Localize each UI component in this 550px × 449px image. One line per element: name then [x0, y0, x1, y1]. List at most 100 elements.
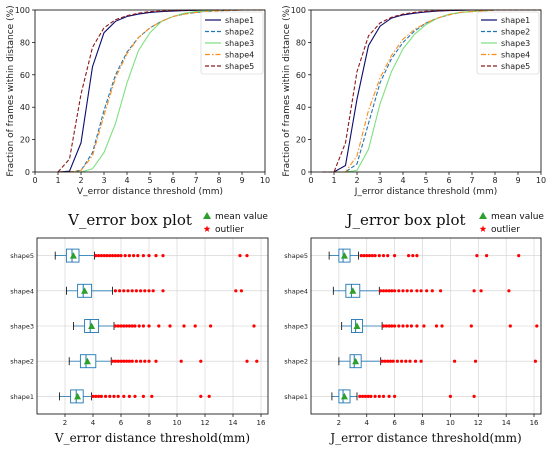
outlier-point — [397, 289, 401, 293]
y-tick-label: 80 — [20, 38, 30, 47]
mean-marker — [353, 322, 361, 329]
outlier-point — [143, 359, 147, 363]
outlier-point — [383, 359, 387, 363]
outlier-point — [448, 394, 452, 398]
outlier-point — [517, 254, 521, 258]
legend-label: shape1 — [501, 16, 530, 25]
outlier-point — [397, 324, 401, 328]
x-tick-label: 8 — [147, 419, 151, 427]
y-tick-label: 20 — [20, 136, 30, 145]
outlier-point — [434, 324, 439, 328]
outlier-point — [387, 324, 391, 328]
outlier-point — [384, 289, 388, 293]
outlier-point — [439, 289, 443, 293]
box-shape1 — [59, 389, 211, 404]
outlier-point — [475, 254, 479, 258]
outlier-point — [377, 394, 381, 398]
x-tick-label: 8 — [492, 176, 497, 185]
outlier-point — [381, 324, 386, 328]
outlier-point — [401, 289, 405, 293]
outlier-point — [122, 289, 126, 293]
outlier-point — [393, 254, 397, 258]
outlier-point — [381, 254, 386, 258]
outlier-point — [147, 254, 151, 258]
x-tick-label: 7 — [469, 176, 474, 185]
plot-frame — [36, 237, 269, 415]
outlier-point — [141, 254, 145, 258]
outlier-point — [154, 359, 158, 363]
outlier-point — [94, 254, 98, 258]
outlier-point — [419, 289, 423, 293]
x-tick-label: 0 — [32, 176, 37, 185]
outlier-point — [440, 324, 444, 328]
legend-label: mean value — [491, 212, 544, 222]
outlier-point — [404, 359, 408, 363]
outlier-point — [405, 289, 409, 293]
legend-box — [200, 11, 264, 75]
outlier-point — [116, 394, 120, 398]
outlier-point — [168, 324, 172, 328]
legend-label: shape1 — [225, 16, 254, 25]
x-tick-label: 3 — [377, 176, 382, 185]
outlier-point — [507, 289, 511, 293]
x-tick-label: 4 — [365, 419, 370, 427]
series-line-shape3 — [322, 9, 541, 173]
box-shape4 — [66, 283, 243, 298]
x-tick-label: 16 — [257, 419, 266, 427]
outlier-point — [393, 289, 397, 293]
outlier-point — [239, 289, 243, 293]
x-axis-label: J_error distance threshold(mm) — [328, 431, 521, 445]
outlier-point — [113, 289, 117, 293]
outlier-point — [209, 324, 213, 328]
box-category-label: shape5 — [10, 252, 34, 260]
outlier-point — [405, 324, 409, 328]
outlier-point — [508, 324, 512, 328]
outlier-point — [139, 289, 143, 293]
outlier-point — [133, 324, 137, 328]
outlier-point — [362, 254, 366, 258]
outlier-point — [113, 324, 117, 328]
y-tick-label: 40 — [296, 103, 306, 112]
outlier-point — [99, 254, 103, 258]
outlier-point — [161, 254, 165, 258]
outlier-point — [126, 289, 130, 293]
outlier-point — [207, 394, 211, 398]
mean-marker — [340, 392, 348, 400]
outlier-point — [136, 254, 140, 258]
x-tick-label: 6 — [170, 176, 175, 185]
outlier-point — [252, 324, 256, 328]
outlier-point — [150, 394, 154, 398]
box-category-label: shape2 — [10, 358, 34, 366]
outlier-point — [147, 324, 151, 328]
outlier-point — [453, 359, 457, 363]
mean-marker — [74, 392, 82, 400]
outlier-point — [377, 254, 381, 258]
outlier-point — [132, 254, 136, 258]
x-tick-label: 14 — [229, 419, 238, 427]
x-tick-label: 6 — [119, 419, 124, 427]
outlier-point — [111, 254, 115, 258]
x-tick-label: 1 — [331, 176, 336, 185]
box-shape3 — [73, 319, 256, 333]
outlier-point — [157, 324, 161, 328]
x-tick-label: 8 — [216, 176, 221, 185]
box-category-label: shape1 — [10, 393, 34, 401]
outlier-point — [381, 289, 386, 293]
outlier-point — [122, 359, 126, 363]
outlier-point — [141, 324, 145, 328]
y-tick-label: 80 — [296, 38, 306, 47]
outlier-point — [370, 254, 374, 258]
outlier-point — [161, 289, 165, 293]
x-tick-label: 12 — [474, 419, 483, 427]
outlier-point — [238, 254, 242, 258]
box-plot-2: shape5 shape4 shape3 shape2 shape1 2 4 6 8 10 12 14… — [284, 211, 544, 445]
outlier-point — [111, 359, 115, 363]
outlier-point — [409, 324, 413, 328]
legend-label: shape3 — [225, 39, 254, 48]
legend-label: shape3 — [501, 39, 530, 48]
outlier-point — [430, 289, 434, 293]
outlier-point — [361, 394, 365, 398]
outlier-point — [147, 359, 151, 363]
y-axis-label: Fraction of frames within distance (%) — [282, 5, 292, 176]
x-tick-label: 2 — [337, 419, 341, 427]
